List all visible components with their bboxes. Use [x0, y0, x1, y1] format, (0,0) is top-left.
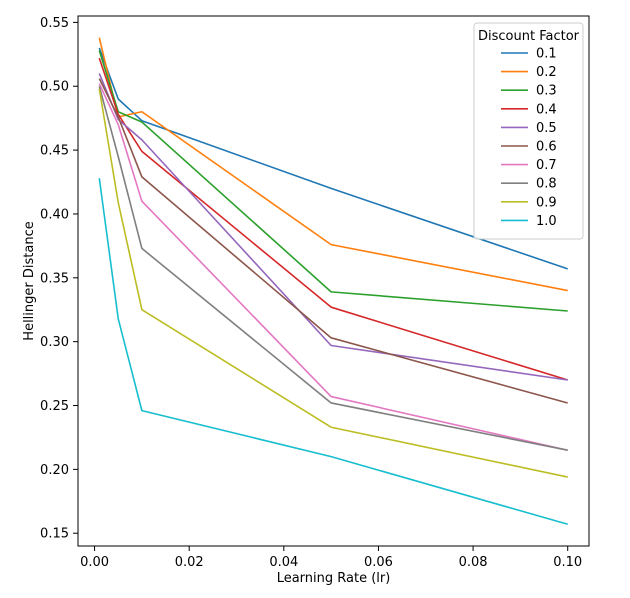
legend-title: Discount Factor [478, 29, 580, 44]
legend-label-0.1: 0.1 [536, 47, 557, 62]
x-axis-label: Learning Rate (lr) [277, 571, 391, 586]
plot-frame [77, 15, 590, 547]
x-tick-label: 0.08 [459, 555, 488, 570]
y-tick-label: 0.40 [40, 207, 69, 222]
legend-label-0.4: 0.4 [536, 102, 557, 117]
x-tick-label: 0.00 [80, 555, 109, 570]
series-line-0.4 [98, 57, 568, 381]
legend-box [473, 22, 584, 240]
x-tick-label: 0.04 [269, 555, 298, 570]
x-axis: 0.00 0.02 0.04 0.06 0.08 0.10 [80, 546, 582, 570]
legend-label-0.6: 0.6 [536, 140, 557, 155]
series-line-0.7 [98, 83, 568, 452]
y-tick-label: 0.55 [40, 16, 69, 31]
series-line-0.9 [98, 88, 568, 478]
legend-label-0.3: 0.3 [536, 84, 557, 99]
y-tick-label: 0.15 [40, 527, 69, 542]
y-axis-label: Hellinger Distance [22, 221, 37, 340]
series-line-1.0 [98, 178, 568, 526]
y-tick-label: 0.30 [40, 335, 69, 350]
legend-label-0.8: 0.8 [536, 177, 557, 192]
legend-items: 0.1 0.2 0.3 0.4 0.5 0.6 0.7 0.8 0.9 1.0 [501, 47, 557, 229]
x-tick-label: 0.10 [553, 555, 582, 570]
x-tick-label: 0.06 [364, 555, 393, 570]
series-line-0.1 [98, 47, 568, 270]
legend-label-0.7: 0.7 [536, 158, 557, 173]
series-layer [98, 37, 568, 526]
y-tick-label: 0.35 [40, 271, 69, 286]
series-line-0.6 [98, 78, 568, 404]
series-line-0.8 [98, 86, 568, 452]
y-tick-label: 0.20 [40, 463, 69, 478]
y-axis: 0.15 0.20 0.25 0.30 0.35 0.40 0.45 0.50 0.55 [40, 16, 78, 542]
legend: Discount Factor 0.1 0.2 0.3 0.4 0.5 0.6 0.7 0.8… [473, 22, 584, 240]
x-tick-label: 0.02 [175, 555, 204, 570]
legend-label-0.5: 0.5 [536, 121, 557, 136]
y-tick-label: 0.50 [40, 80, 69, 95]
legend-label-0.2: 0.2 [536, 65, 557, 80]
y-tick-label: 0.45 [40, 144, 69, 159]
legend-label-0.9: 0.9 [536, 195, 557, 210]
series-line-0.3 [98, 50, 568, 312]
legend-label-1.0: 1.0 [536, 214, 557, 229]
y-tick-label: 0.25 [40, 399, 69, 414]
